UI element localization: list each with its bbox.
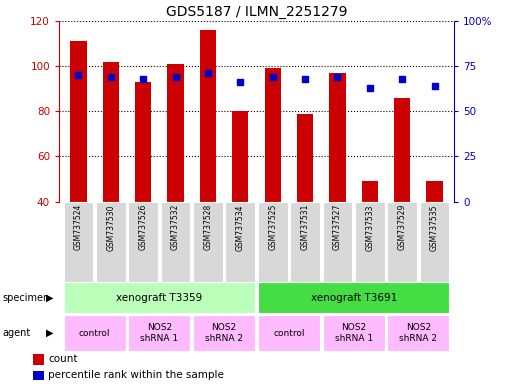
FancyBboxPatch shape	[128, 202, 158, 282]
Text: xenograft T3359: xenograft T3359	[116, 293, 203, 303]
FancyBboxPatch shape	[258, 202, 288, 282]
FancyBboxPatch shape	[193, 202, 223, 282]
FancyBboxPatch shape	[290, 202, 320, 282]
Bar	[394, 98, 410, 202]
Text: GSM737535: GSM737535	[430, 204, 439, 250]
FancyBboxPatch shape	[323, 315, 385, 351]
Bar	[329, 73, 346, 202]
Text: GSM737531: GSM737531	[301, 204, 309, 250]
Point	[107, 74, 115, 80]
FancyBboxPatch shape	[258, 315, 320, 351]
FancyBboxPatch shape	[225, 202, 255, 282]
Title: GDS5187 / ILMN_2251279: GDS5187 / ILMN_2251279	[166, 5, 347, 19]
FancyBboxPatch shape	[96, 202, 126, 282]
Text: count: count	[48, 354, 77, 364]
Text: GSM737528: GSM737528	[204, 204, 212, 250]
Text: agent: agent	[3, 328, 31, 338]
FancyBboxPatch shape	[387, 315, 449, 351]
Text: specimen: specimen	[3, 293, 50, 303]
Text: GSM737529: GSM737529	[398, 204, 407, 250]
Bar	[362, 181, 378, 202]
Text: GSM737534: GSM737534	[236, 204, 245, 250]
Bar	[33, 371, 44, 380]
Bar	[70, 41, 87, 202]
Bar	[297, 114, 313, 202]
FancyBboxPatch shape	[193, 315, 255, 351]
Text: ▶: ▶	[46, 328, 54, 338]
Text: NOS2
shRNA 2: NOS2 shRNA 2	[400, 323, 438, 343]
Text: control: control	[273, 329, 305, 338]
Text: GSM737527: GSM737527	[333, 204, 342, 250]
Point	[204, 70, 212, 76]
Text: NOS2
shRNA 1: NOS2 shRNA 1	[140, 323, 179, 343]
Point	[430, 83, 439, 89]
Text: GSM737524: GSM737524	[74, 204, 83, 250]
Point	[301, 76, 309, 82]
FancyBboxPatch shape	[161, 202, 190, 282]
Bar	[33, 354, 44, 365]
FancyBboxPatch shape	[420, 202, 449, 282]
Text: control: control	[79, 329, 110, 338]
Bar	[232, 111, 248, 202]
Bar	[265, 68, 281, 202]
Bar	[426, 181, 443, 202]
Text: NOS2
shRNA 1: NOS2 shRNA 1	[334, 323, 373, 343]
FancyBboxPatch shape	[64, 315, 126, 351]
Point	[398, 76, 406, 82]
Text: NOS2
shRNA 2: NOS2 shRNA 2	[205, 323, 243, 343]
FancyBboxPatch shape	[355, 202, 385, 282]
FancyBboxPatch shape	[323, 202, 352, 282]
Bar	[200, 30, 216, 202]
Text: GSM737530: GSM737530	[106, 204, 115, 250]
Bar	[103, 62, 119, 202]
Point	[139, 76, 147, 82]
Point	[236, 79, 244, 86]
FancyBboxPatch shape	[387, 202, 417, 282]
Point	[171, 74, 180, 80]
Text: GSM737533: GSM737533	[365, 204, 374, 250]
Point	[366, 85, 374, 91]
FancyBboxPatch shape	[64, 202, 93, 282]
Bar	[135, 82, 151, 202]
Text: percentile rank within the sample: percentile rank within the sample	[48, 370, 224, 380]
Point	[333, 74, 342, 80]
Text: GSM737525: GSM737525	[268, 204, 277, 250]
Bar	[167, 64, 184, 202]
Text: GSM737526: GSM737526	[139, 204, 148, 250]
Point	[74, 72, 83, 78]
Text: ▶: ▶	[46, 293, 54, 303]
Point	[269, 74, 277, 80]
FancyBboxPatch shape	[64, 282, 255, 313]
FancyBboxPatch shape	[128, 315, 190, 351]
Text: GSM737532: GSM737532	[171, 204, 180, 250]
Text: xenograft T3691: xenograft T3691	[310, 293, 397, 303]
FancyBboxPatch shape	[258, 282, 449, 313]
